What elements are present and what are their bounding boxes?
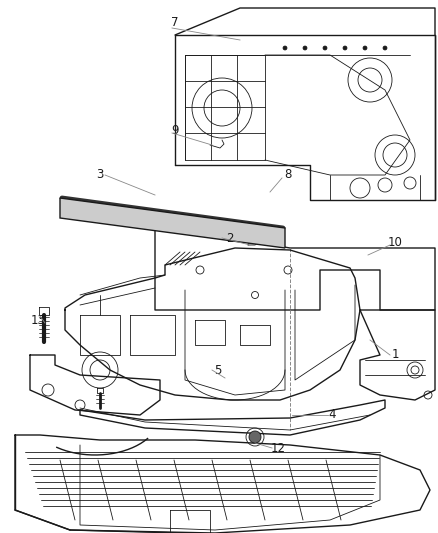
Text: 13: 13 [31,313,46,327]
Circle shape [343,46,347,50]
Text: 2: 2 [226,231,234,245]
Circle shape [303,46,307,50]
Circle shape [323,46,327,50]
Text: 3: 3 [96,168,104,182]
Circle shape [383,46,387,50]
Text: 7: 7 [171,15,179,28]
Text: 9: 9 [171,124,179,136]
Circle shape [249,431,261,443]
Text: 5: 5 [214,364,222,376]
Text: 4: 4 [328,408,336,422]
Polygon shape [60,198,285,248]
Text: 1: 1 [391,349,399,361]
Circle shape [283,46,287,50]
Text: 12: 12 [271,441,286,455]
Circle shape [363,46,367,50]
Text: 10: 10 [388,236,403,248]
Text: 8: 8 [284,168,292,182]
